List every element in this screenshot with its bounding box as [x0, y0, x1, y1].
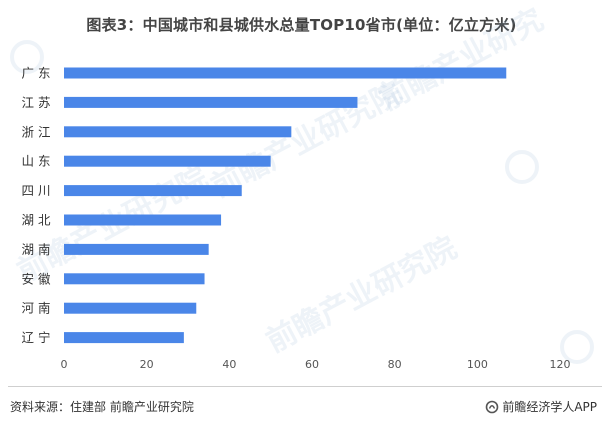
bar — [64, 302, 197, 314]
bar — [64, 273, 205, 285]
x-tick-label: 60 — [305, 358, 319, 371]
bar — [64, 332, 184, 344]
footer-divider — [8, 386, 602, 387]
bar — [64, 214, 222, 226]
brand-logo-icon — [486, 400, 499, 413]
bar — [64, 126, 292, 138]
x-tick-label: 0 — [61, 358, 68, 371]
category-label: 江 苏 — [22, 95, 51, 110]
brand-credit: 前瞻经济学人APP — [485, 398, 597, 415]
bar — [64, 96, 358, 108]
bar-chart: 广 东江 苏浙 江山 东四 川湖 北湖 南安 徽河 南辽 宁 0 20 40 60 80… — [22, 66, 571, 372]
x-tick-label: 120 — [550, 358, 571, 371]
x-tick-labels: 0 20 40 60 80 100 120 — [61, 358, 571, 371]
x-tick-label: 20 — [140, 358, 154, 371]
source-note: 资料来源：住建部 前瞻产业研究院 — [10, 400, 194, 414]
category-label: 浙 江 — [22, 124, 51, 139]
bars-group — [64, 67, 507, 344]
x-tick-label: 40 — [222, 358, 236, 371]
category-label: 河 南 — [22, 301, 51, 316]
x-tick-label: 80 — [388, 358, 402, 371]
bar — [64, 155, 271, 167]
category-label: 湖 南 — [22, 242, 51, 257]
category-label: 山 东 — [22, 154, 51, 169]
chart-title: 图表3：中国城市和县城供水总量TOP10省市(单位：亿立方米) — [86, 16, 517, 34]
category-label: 湖 北 — [22, 213, 51, 228]
x-tick-label: 100 — [467, 358, 488, 371]
bar — [64, 243, 209, 255]
category-label: 辽 宁 — [22, 330, 51, 345]
category-label: 广 东 — [22, 66, 51, 81]
category-labels: 广 东江 苏浙 江山 东四 川湖 北湖 南安 徽河 南辽 宁 — [22, 66, 51, 346]
category-label: 安 徽 — [22, 271, 51, 286]
bar — [64, 67, 507, 79]
brand-name: 前瞻经济学人APP — [502, 400, 597, 414]
category-label: 四 川 — [22, 183, 51, 198]
bar — [64, 185, 242, 197]
